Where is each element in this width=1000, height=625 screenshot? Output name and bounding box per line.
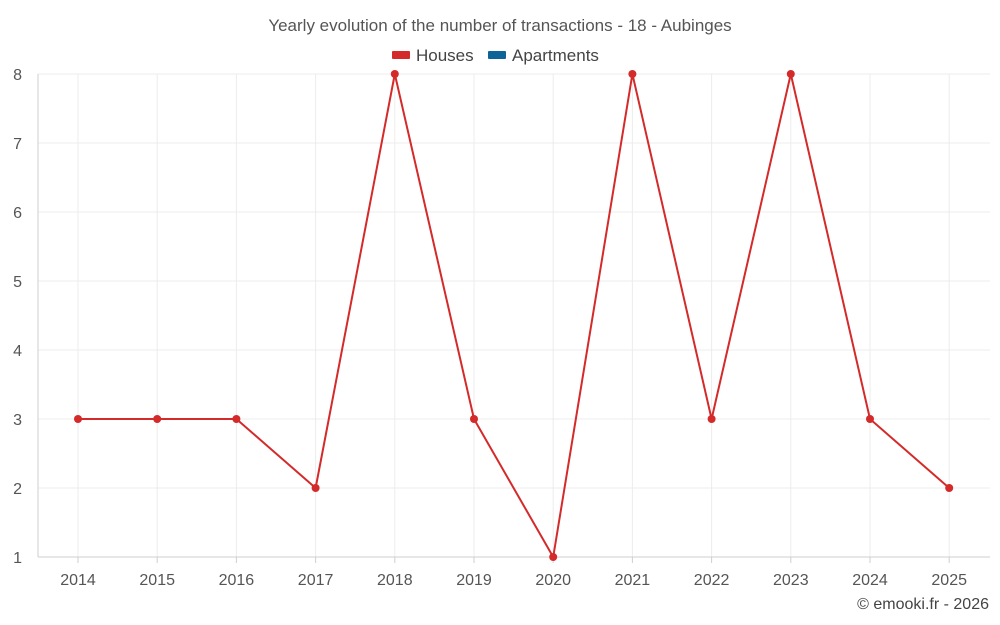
data-point[interactable] (74, 415, 82, 423)
x-tick-label: 2023 (773, 572, 809, 589)
y-tick-label: 1 (13, 550, 22, 567)
y-tick-label: 3 (13, 412, 22, 429)
x-tick-label: 2017 (298, 572, 334, 589)
x-tick-label: 2022 (694, 572, 730, 589)
x-tick-label: 2015 (139, 572, 175, 589)
data-point[interactable] (786, 70, 795, 78)
credit-text: © emooki.fr - 2026 (857, 596, 989, 613)
series-houses (74, 70, 954, 561)
x-tick-label: 2019 (456, 572, 492, 589)
x-tick-label: 2021 (615, 572, 651, 589)
grid (38, 73, 990, 557)
data-point[interactable] (232, 415, 241, 423)
y-tick-label: 8 (13, 67, 22, 84)
legend-swatch-apartments (488, 51, 506, 59)
x-tick-label: 2014 (60, 572, 96, 589)
x-tick-label: 2020 (535, 572, 571, 589)
legend-swatch-houses (392, 51, 410, 59)
x-tick-label: 2024 (852, 572, 888, 589)
data-point[interactable] (628, 70, 637, 78)
data-point[interactable] (153, 415, 162, 423)
x-tick-label: 2025 (931, 572, 967, 589)
data-point[interactable] (549, 553, 558, 561)
axes: 1 2 3 4 5 6 7 8 2014 2015 2016 2017 2018 2019 2020 2021… (13, 67, 990, 589)
x-tick-label: 2018 (377, 572, 413, 589)
data-point[interactable] (707, 415, 716, 423)
legend-label-apartments[interactable]: Apartments (512, 46, 599, 65)
data-point[interactable] (945, 484, 954, 492)
y-tick-label: 7 (13, 136, 22, 153)
data-point[interactable] (866, 415, 874, 423)
legend[interactable]: Houses Apartments (392, 46, 599, 65)
y-tick-label: 5 (13, 274, 22, 291)
series-line (78, 73, 950, 558)
legend-label-houses[interactable]: Houses (416, 46, 474, 65)
data-point[interactable] (311, 484, 320, 492)
x-tick-label: 2016 (219, 572, 255, 589)
data-point[interactable] (470, 415, 478, 423)
chart-title: Yearly evolution of the number of transa… (268, 16, 731, 35)
y-tick-label: 4 (13, 343, 22, 360)
data-point[interactable] (390, 70, 399, 78)
y-tick-label: 2 (13, 481, 22, 498)
y-tick-label: 6 (13, 205, 22, 222)
